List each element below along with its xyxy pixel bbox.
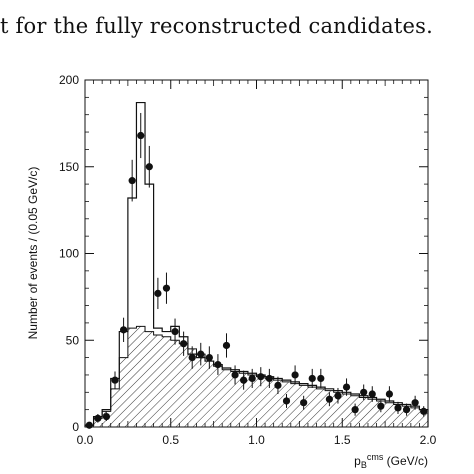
- data-point: [145, 163, 153, 171]
- data-point: [222, 341, 231, 350]
- data-point: [420, 407, 428, 415]
- x-tick-label: 1.0: [248, 433, 265, 447]
- hatched-histogram: [84, 325, 429, 428]
- y-tick-label: 100: [59, 247, 79, 261]
- data-point: [214, 360, 222, 369]
- data-point: [394, 404, 402, 412]
- hatched-histogram-area: [84, 325, 429, 428]
- y-tick-label: 50: [66, 333, 80, 347]
- x-axis-title-sub: B: [361, 460, 367, 470]
- data-point: [128, 177, 136, 185]
- data-point: [180, 340, 188, 348]
- data-point: [385, 390, 394, 398]
- data-point: [342, 383, 351, 391]
- data-point: [240, 376, 248, 384]
- data-point: [257, 373, 265, 381]
- y-tick-label: 200: [59, 73, 79, 87]
- data-point: [265, 374, 273, 383]
- data-point: [360, 388, 368, 396]
- data-point: [94, 414, 102, 422]
- data-point: [119, 326, 128, 334]
- x-tick-label: 1.5: [334, 433, 351, 447]
- x-axis-title-main: p: [354, 454, 361, 468]
- data-point: [205, 354, 213, 362]
- data-point: [197, 350, 205, 358]
- data-point: [274, 381, 282, 389]
- y-axis-title: Number of events / (0.05 GeV/c): [26, 167, 40, 340]
- caption-text: t for the fully reconstructed candidates…: [0, 14, 433, 38]
- x-tick-label: 0.5: [162, 433, 179, 447]
- data-point: [188, 354, 196, 362]
- data-point: [282, 397, 291, 405]
- data-point: [300, 399, 308, 407]
- data-point: [85, 421, 93, 429]
- data-point: [102, 412, 111, 421]
- data-point: [291, 371, 299, 379]
- data-point: [171, 327, 179, 336]
- data-point: [377, 402, 385, 410]
- data-point: [411, 399, 419, 407]
- data-point: [231, 371, 239, 379]
- x-axis-title: pBcms (GeV/c): [354, 452, 428, 470]
- y-tick-label: 150: [59, 160, 79, 174]
- data-point: [402, 406, 411, 414]
- x-axis-title-unit: (GeV/c): [383, 454, 428, 468]
- data-point: [308, 374, 316, 383]
- data-point: [334, 392, 342, 400]
- data-point: [162, 284, 171, 292]
- data-point: [137, 131, 145, 140]
- data-points: [85, 112, 428, 429]
- axis-ticks: 0.0 0.5 1.0 1.5 2.0 0 50 100 150 200: [59, 73, 437, 447]
- x-tick-label: 2.0: [420, 433, 437, 447]
- x-tick-label: 0.0: [77, 433, 94, 447]
- data-point: [317, 374, 325, 383]
- data-point: [351, 406, 359, 414]
- data-point: [325, 395, 333, 403]
- x-axis-title-sup: cms: [367, 452, 384, 462]
- data-point: [368, 390, 376, 398]
- y-tick-label: 0: [72, 420, 79, 434]
- data-point: [111, 376, 119, 384]
- data-point: [154, 289, 162, 298]
- data-point: [248, 374, 256, 383]
